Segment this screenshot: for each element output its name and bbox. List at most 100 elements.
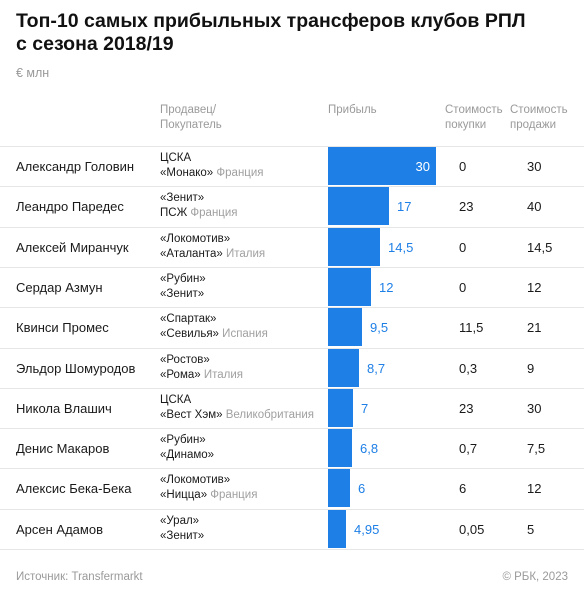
player-name: Алексис Бека-Бека [16, 481, 132, 496]
buyer-club: «Севилья» [160, 328, 219, 340]
sell-price: 9 [527, 361, 535, 376]
profit-value-label: 12 [379, 280, 394, 295]
buyer-country: Великобритания [225, 409, 315, 421]
header-seller-buyer-line-1: Продавец/ [160, 104, 217, 116]
copyright: © РБК, 2023 [502, 571, 568, 583]
clubs-cell: «Рубин» «Зенит» [160, 272, 206, 302]
row-separator [0, 468, 584, 469]
seller-club: «Зенит» [160, 192, 205, 204]
buy-price: 23 [459, 199, 474, 214]
row-separator [0, 428, 584, 429]
profit-bar [328, 349, 359, 387]
clubs-cell: ЦСКА «Вест Хэм» Великобритания [160, 393, 314, 423]
clubs-cell: «Локомотив» «Аталанта» Италия [160, 232, 265, 262]
clubs-cell: «Рубин» «Динамо» [160, 433, 214, 463]
sell-price: 7,5 [527, 441, 546, 456]
profit-bar [328, 429, 352, 467]
table-row: Никола Влашич ЦСКА «Вест Хэм» Великобритан… [0, 388, 584, 428]
profit-value-label: 17 [397, 199, 412, 214]
seller-club: «Рубин» [160, 273, 206, 285]
profit-value-label: 6,8 [360, 441, 379, 456]
clubs-cell: «Локомотив» «Ницца» Франция [160, 473, 257, 503]
row-separator [0, 549, 584, 550]
buyer-country: Италия [225, 248, 266, 260]
player-name: Эльдор Шомуродов [16, 361, 136, 376]
profit-value-label: 14,5 [388, 240, 414, 255]
player-name: Алексей Миранчук [16, 240, 129, 255]
profit-value-label: 7 [361, 401, 369, 416]
table-row: Леандро Паредес «Зенит» ПСЖ Франция 17 23 40 [0, 186, 584, 226]
profit-bar [328, 147, 436, 185]
profit-value-label: 30 [415, 159, 430, 174]
seller-club: «Локомотив» [160, 474, 231, 486]
sell-price: 30 [527, 401, 542, 416]
table-row: Алексис Бека-Бека «Локомотив» «Ницца» Фран… [0, 468, 584, 508]
player-name: Квинси Промес [16, 320, 109, 335]
buyer-club: ПСЖ [160, 207, 188, 219]
seller-club: «Спартак» [160, 313, 217, 325]
buyer-club: «Вест Хэм» [160, 409, 223, 421]
buyer-country: Франция [216, 167, 264, 179]
source-note: Источник: Transfermarkt [16, 571, 143, 583]
buy-price: 0 [459, 159, 467, 174]
clubs-cell: «Ростов» «Рома» Италия [160, 353, 243, 383]
sell-price: 5 [527, 522, 535, 537]
profit-bar [328, 510, 346, 548]
row-separator [0, 509, 584, 510]
seller-club: ЦСКА [160, 152, 192, 164]
header-sell-price: Стоимость продажи [510, 103, 568, 133]
player-name: Денис Макаров [16, 441, 110, 456]
seller-club: ЦСКА [160, 394, 192, 406]
header-sell-line-1: Стоимость [510, 104, 568, 116]
profit-bar [328, 187, 389, 225]
profit-value-label: 9,5 [370, 320, 389, 335]
title-line-2: с сезона 2018/19 [16, 33, 174, 55]
table-row: Александр Головин ЦСКА «Монако» Франция 30 0… [0, 146, 584, 186]
profit-bar [328, 389, 353, 427]
player-name: Леандро Паредес [16, 199, 124, 214]
buyer-country: Франция [210, 489, 258, 501]
buyer-country: Франция [190, 207, 238, 219]
buyer-country: Италия [203, 369, 244, 381]
row-separator [0, 146, 584, 147]
clubs-cell: «Урал» «Зенит» [160, 514, 204, 544]
player-name: Александр Головин [16, 159, 135, 174]
header-buy-line-2: покупки [445, 119, 487, 131]
buyer-club: «Динамо» [160, 449, 215, 461]
row-separator [0, 227, 584, 228]
clubs-cell: «Зенит» ПСЖ Франция [160, 191, 238, 221]
chart-title: Топ-10 самых прибыльных трансферов клубо… [16, 10, 576, 56]
title-line-1: Топ-10 самых прибыльных трансферов клубо… [16, 10, 526, 32]
buy-price: 0,3 [459, 361, 478, 376]
profit-bar [328, 308, 362, 346]
player-name: Арсен Адамов [16, 522, 103, 537]
buy-price: 0,7 [459, 441, 478, 456]
buy-price: 0 [459, 240, 467, 255]
header-profit: Прибыль [328, 104, 377, 116]
buy-price: 23 [459, 401, 474, 416]
buy-price: 0 [459, 280, 467, 295]
sell-price: 12 [527, 280, 542, 295]
table-row: Эльдор Шомуродов «Ростов» «Рома» Италия 8,7… [0, 348, 584, 388]
buy-price: 6 [459, 481, 467, 496]
header-sell-line-2: продажи [510, 119, 556, 131]
profit-value-label: 6 [358, 481, 366, 496]
buyer-club: «Монако» [160, 167, 214, 179]
sell-price: 30 [527, 159, 542, 174]
row-separator [0, 388, 584, 389]
profit-bar [328, 469, 350, 507]
unit-label: € млн [16, 66, 50, 80]
table-row: Сердар Азмун «Рубин» «Зенит» 12 0 12 [0, 267, 584, 307]
seller-club: «Локомотив» [160, 233, 231, 245]
buy-price: 0,05 [459, 522, 485, 537]
sell-price: 40 [527, 199, 542, 214]
table-row: Квинси Промес «Спартак» «Севилья» Испания 9… [0, 307, 584, 347]
table-row: Денис Макаров «Рубин» «Динамо» 6,8 0,7 7,5 [0, 428, 584, 468]
buyer-country: Испания [222, 328, 268, 340]
header-buy-line-1: Стоимость [445, 104, 503, 116]
profit-value-label: 8,7 [367, 361, 386, 376]
buyer-club: «Ницца» [160, 489, 208, 501]
profit-bar [328, 228, 380, 266]
sell-price: 12 [527, 481, 542, 496]
sell-price: 14,5 [527, 240, 553, 255]
